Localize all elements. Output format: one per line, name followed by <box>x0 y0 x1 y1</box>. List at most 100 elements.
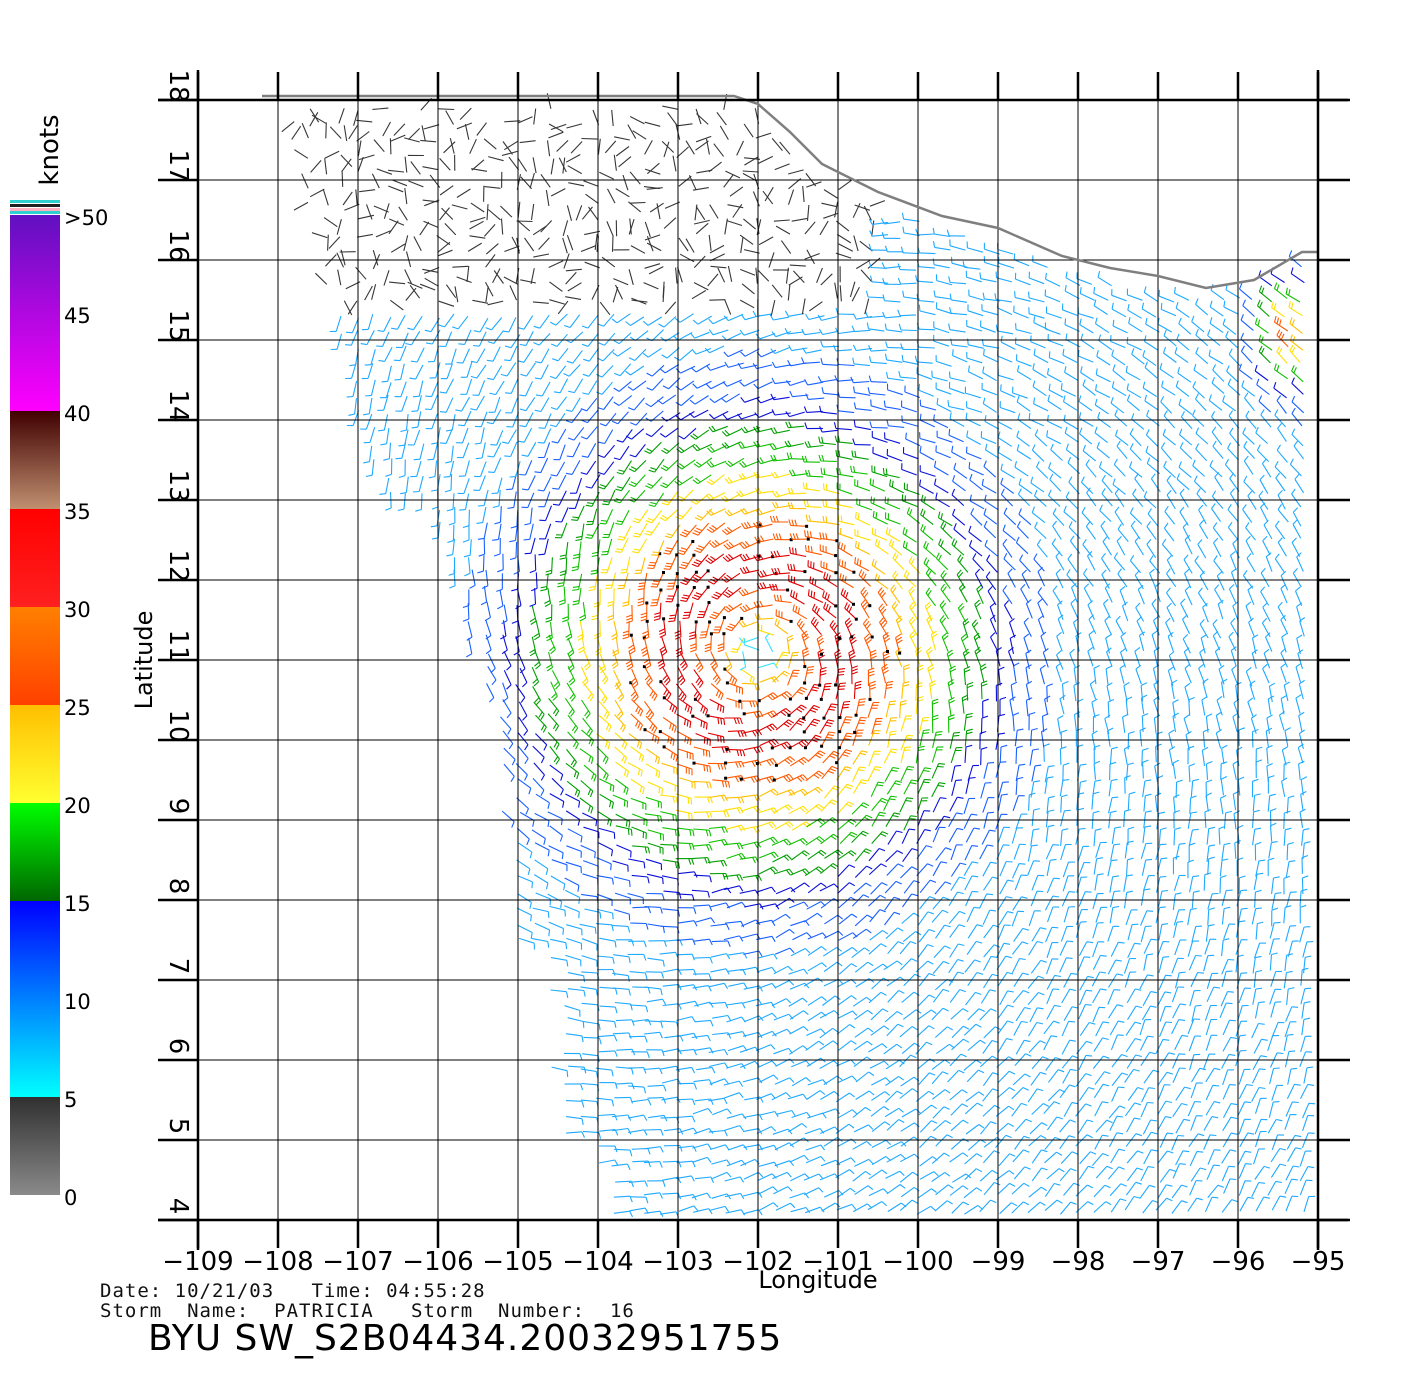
wind-barb-feather <box>789 1077 795 1083</box>
wind-barb-feather <box>562 801 565 808</box>
wind-barb-feather <box>1021 569 1027 575</box>
wind-barb <box>564 905 580 913</box>
wind-barb-feather <box>1111 746 1118 750</box>
wind-barb <box>1175 844 1180 861</box>
wind-barb-feather <box>850 1157 856 1163</box>
wind-barb <box>1040 635 1047 652</box>
wind-barb <box>742 651 747 668</box>
rain-flag <box>725 747 729 751</box>
wind-barb <box>1287 1147 1296 1162</box>
wind-barb <box>1055 573 1064 589</box>
wind-barb <box>1044 1137 1056 1151</box>
wind-barb-feather <box>708 1128 714 1134</box>
wind-barb <box>758 953 774 959</box>
wind-barb-feather <box>892 766 899 770</box>
wind-barb <box>676 842 693 845</box>
wind-barb-feather <box>1200 634 1207 639</box>
wind-barb-feather <box>1296 634 1303 639</box>
wind-barb <box>903 546 918 556</box>
wind-barb-feather <box>661 651 668 657</box>
wind-barb-feather <box>1211 1196 1219 1199</box>
wind-barb-feather <box>803 1026 809 1032</box>
wind-barb-feather <box>691 1098 696 1106</box>
wind-barb-feather <box>1307 1166 1315 1169</box>
wind-barb-feather <box>835 655 842 660</box>
wind-barb-feather <box>1211 1116 1219 1119</box>
wind-barb-feather <box>843 768 850 772</box>
wind-barb <box>963 813 972 829</box>
wind-barb <box>938 544 952 556</box>
wind-barb <box>532 778 545 791</box>
wind-barb-feather <box>911 866 918 871</box>
wind-barb-feather <box>802 997 808 1003</box>
wind-barb-feather <box>736 874 741 882</box>
wind-barb-feather <box>709 796 713 804</box>
wind-barb-feather <box>608 725 612 733</box>
wind-barb-feather <box>858 704 865 706</box>
wind-barb-feather <box>1024 1073 1031 1078</box>
wind-barb-feather <box>632 551 639 554</box>
wind-barb-feather <box>1089 679 1096 685</box>
wind-barb <box>1299 1180 1307 1196</box>
wind-barb-feather <box>625 820 628 827</box>
wind-barb <box>1037 602 1045 618</box>
wind-barb <box>1143 1069 1154 1084</box>
wind-barb <box>485 569 489 586</box>
wind-barb <box>1158 924 1163 941</box>
wind-barb <box>1059 698 1065 715</box>
wind-barb-feather <box>626 614 633 618</box>
wind-barb-feather <box>691 1115 696 1123</box>
wind-barb <box>756 966 773 973</box>
wind-barb-feather <box>1006 896 1013 899</box>
wind-barb-feather <box>664 565 672 568</box>
wind-barb <box>979 1008 992 1021</box>
wind-barb <box>903 779 912 795</box>
wind-barb-feather <box>848 864 856 869</box>
wind-barb-feather <box>1094 744 1101 748</box>
wind-barb <box>931 1071 943 1085</box>
wind-barb <box>1087 651 1094 667</box>
wind-barb-feather <box>1003 942 1011 945</box>
wind-barb <box>1043 1020 1055 1035</box>
wind-barb <box>707 732 724 738</box>
wind-barb-feather <box>588 755 592 763</box>
wind-barb-feather <box>578 649 585 654</box>
wind-barb-feather <box>721 839 726 846</box>
wind-barb-feather <box>572 741 577 748</box>
wind-barb <box>759 1202 774 1211</box>
wind-barb-feather <box>689 707 693 714</box>
wind-barb-feather <box>704 646 712 650</box>
wind-barb-feather <box>1042 1056 1049 1060</box>
wind-barb-feather <box>986 893 994 896</box>
wind-barb <box>885 717 892 734</box>
wind-barb-feather <box>480 601 487 606</box>
wind-barb-feather <box>991 1169 998 1174</box>
wind-barb-feather <box>502 697 509 703</box>
wind-barb-feather <box>1024 1006 1031 1010</box>
wind-barb <box>567 828 583 837</box>
wind-barb <box>901 912 915 924</box>
wind-barb <box>758 662 775 669</box>
wind-barb <box>1205 1085 1214 1101</box>
wind-barb <box>985 576 997 591</box>
wind-barb-feather <box>956 812 963 815</box>
wind-barb <box>869 929 883 941</box>
wind-barb-feather <box>864 620 870 627</box>
wind-barb <box>661 762 677 769</box>
wind-barb-feather <box>1190 795 1197 799</box>
wind-barb-feather <box>832 787 839 791</box>
wind-barb <box>1153 717 1157 734</box>
wind-barb-feather <box>1238 776 1245 781</box>
wind-barb-feather <box>637 588 645 591</box>
wind-barb <box>806 1090 821 1100</box>
rain-flag <box>740 616 744 620</box>
wind-barb <box>899 702 902 719</box>
wind-barb <box>878 608 888 623</box>
wind-barb-feather <box>829 801 836 806</box>
wind-barb-feather <box>663 940 667 947</box>
wind-barb-feather <box>1003 552 1008 560</box>
wind-barb-feather <box>1208 924 1215 927</box>
wind-barb <box>1107 701 1110 718</box>
wind-barb-feather <box>844 719 852 721</box>
wind-barb-feather <box>980 663 986 668</box>
